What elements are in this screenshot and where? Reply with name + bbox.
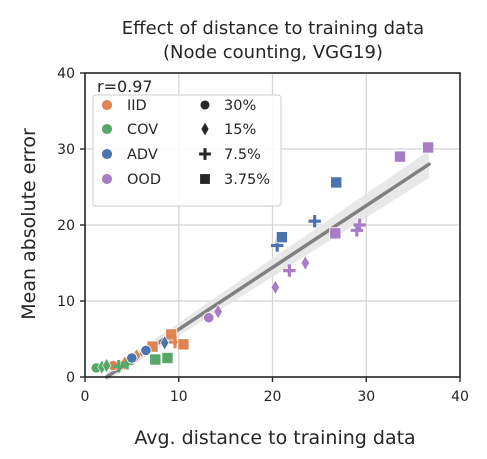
point-adv-plus xyxy=(308,215,321,228)
axis-ticks: 0 10 20 30 40 0 10 20 30 40 xyxy=(57,66,469,405)
point-iid-square xyxy=(177,338,190,351)
point-ood-square xyxy=(329,227,342,240)
point-cov-square xyxy=(149,353,162,366)
y-axis-label: Mean absolute error xyxy=(18,128,40,320)
legend-marker-plus xyxy=(199,148,211,160)
x-tick-label: 40 xyxy=(451,389,469,405)
chart-title-line-2: (Node counting, VGG19) xyxy=(163,42,383,63)
legend-label-iid: IID xyxy=(127,98,147,114)
x-tick-label: 20 xyxy=(264,389,282,405)
point-ood-diamond xyxy=(213,303,223,320)
point-adv-circle xyxy=(140,344,152,356)
x-axis-label: Avg. distance to training data xyxy=(134,427,415,449)
point-cov-square xyxy=(161,351,174,364)
point-ood-diamond xyxy=(270,279,280,296)
point-ood-square xyxy=(393,150,406,163)
point-adv-diamond xyxy=(160,335,170,351)
legend-label-circle: 30% xyxy=(224,98,256,114)
point-ood-plus xyxy=(353,218,366,232)
y-tick-label: 40 xyxy=(57,66,75,82)
point-adv-square xyxy=(330,176,343,189)
x-tick-label: 10 xyxy=(170,389,188,405)
legend-label-diamond: 15% xyxy=(224,122,256,138)
point-ood-plus xyxy=(283,264,296,277)
point-ood-circle xyxy=(203,312,215,324)
legend-label-plus: 7.5% xyxy=(224,147,261,163)
legend-label-adv: ADV xyxy=(127,147,158,163)
y-tick-label: 20 xyxy=(57,218,75,234)
point-adv-circle xyxy=(126,352,138,364)
legend-marker-cov xyxy=(101,123,113,135)
regression-line xyxy=(104,162,431,379)
legend-marker-square xyxy=(199,173,211,185)
legend-label-square: 3.75% xyxy=(224,172,270,188)
point-ood-square xyxy=(422,141,435,154)
legend-marker-ood xyxy=(101,173,113,185)
legend-marker-iid xyxy=(101,99,113,111)
y-tick-label: 10 xyxy=(57,294,75,310)
trend-line xyxy=(104,162,431,379)
data-points xyxy=(90,141,435,375)
x-tick-label: 30 xyxy=(357,389,375,405)
point-iid-square xyxy=(165,328,178,341)
correlation-annotation: r=0.97 xyxy=(97,77,153,96)
point-cov-plus xyxy=(112,360,125,373)
legend-label-cov: COV xyxy=(127,122,158,138)
point-adv-square xyxy=(275,231,288,244)
point-ood-diamond xyxy=(300,255,310,271)
y-tick-label: 0 xyxy=(66,370,75,386)
legend-marker-circle xyxy=(199,99,211,111)
legend-box xyxy=(92,94,282,207)
chart-title-line-1: Effect of distance to training data xyxy=(122,18,424,39)
y-tick-label: 30 xyxy=(57,142,75,158)
legend: IID COV ADV OOD 30% 15% 7.5% 3.75% xyxy=(92,94,282,207)
legend-marker-adv xyxy=(101,148,113,160)
x-tick-label: 0 xyxy=(81,389,90,405)
legend-marker-diamond xyxy=(200,121,210,137)
point-cov-diamond xyxy=(102,357,112,374)
legend-label-ood: OOD xyxy=(127,172,161,188)
